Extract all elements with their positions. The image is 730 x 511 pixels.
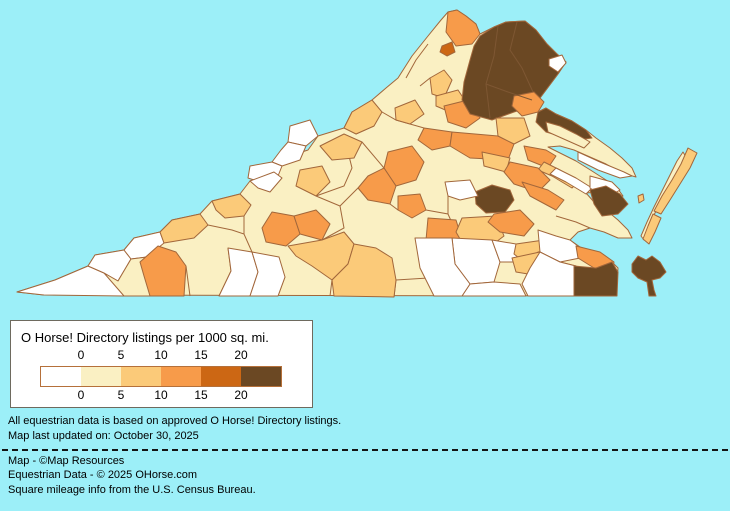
- county-region: [249, 251, 286, 297]
- county-border-line-dark: [509, 21, 534, 93]
- county-region: [577, 151, 633, 179]
- county-region: [653, 147, 698, 215]
- legend-tick-label: 15: [194, 388, 208, 402]
- county-region: [521, 181, 565, 211]
- legend-swatch: [201, 367, 241, 386]
- legend-tick-label: 10: [154, 348, 168, 362]
- legend-tick-label: 20: [234, 348, 248, 362]
- separator-dashed-line: [2, 449, 728, 451]
- legend-tick-label: 0: [77, 388, 85, 402]
- county-region: [642, 213, 662, 245]
- county-border-line-dark: [485, 25, 499, 119]
- county-region: [637, 193, 645, 204]
- credit-square-mileage: Square mileage info from the U.S. Census…: [8, 484, 256, 496]
- county-region: [159, 213, 209, 244]
- legend-swatch: [121, 367, 161, 386]
- county-region: [549, 167, 593, 195]
- county-region: [211, 193, 252, 219]
- county-region: [293, 209, 331, 241]
- county-region: [394, 99, 425, 125]
- county-region: [249, 171, 283, 193]
- county-border-line: [389, 203, 399, 211]
- county-region: [495, 117, 531, 145]
- legend-tick-label: 15: [194, 348, 208, 362]
- county-region: [474, 184, 515, 214]
- note-last-updated: Map last updated on: October 30, 2025: [8, 430, 199, 442]
- county-region: [295, 165, 331, 197]
- legend-color-ramp: [40, 366, 282, 387]
- county-region: [545, 121, 591, 149]
- county-region: [631, 255, 667, 297]
- county-region: [573, 261, 619, 297]
- county-region: [429, 69, 453, 99]
- county-region: [357, 167, 397, 205]
- county-region: [139, 245, 187, 297]
- county-region: [589, 185, 629, 217]
- legend-tick-label: 20: [234, 388, 248, 402]
- legend-tick-label: 0: [77, 348, 85, 362]
- county-region: [319, 133, 363, 161]
- county-region: [523, 145, 557, 169]
- credit-map: Map - ©Map Resources: [8, 455, 125, 467]
- county-region: [444, 179, 479, 201]
- county-border-line: [419, 77, 431, 87]
- county-border-line: [185, 265, 191, 297]
- legend-tick-label: 5: [117, 348, 125, 362]
- county-region: [511, 91, 545, 117]
- legend-swatch: [241, 367, 281, 386]
- note-data-source: All equestrian data is based on approved…: [8, 415, 342, 427]
- county-region: [461, 281, 527, 297]
- county-region: [414, 237, 471, 297]
- legend-tick-label: 5: [117, 388, 125, 402]
- county-border-line: [329, 279, 333, 297]
- county-region: [445, 9, 481, 47]
- legend-tick-label: 10: [154, 388, 168, 402]
- legend-swatch: [41, 367, 81, 386]
- legend-swatch: [81, 367, 121, 386]
- county-border-line: [405, 43, 429, 79]
- county-border-line: [207, 224, 253, 253]
- legend-box: O Horse! Directory listings per 1000 sq.…: [10, 320, 313, 408]
- county-region: [487, 209, 535, 237]
- county-border-line-dark: [485, 83, 533, 101]
- county-region: [343, 99, 383, 135]
- county-region: [397, 193, 427, 219]
- county-region: [331, 243, 397, 298]
- county-border-line: [361, 141, 385, 169]
- county-region: [521, 251, 577, 297]
- county-region: [548, 54, 567, 73]
- legend-swatch: [161, 367, 201, 386]
- county-region: [461, 20, 567, 121]
- county-border-line: [321, 205, 345, 241]
- county-region: [439, 41, 456, 57]
- credit-equestrian-data: Equestrian Data - © 2025 OHorse.com: [8, 469, 198, 481]
- legend-title: O Horse! Directory listings per 1000 sq.…: [21, 330, 269, 345]
- county-border-line: [555, 215, 591, 229]
